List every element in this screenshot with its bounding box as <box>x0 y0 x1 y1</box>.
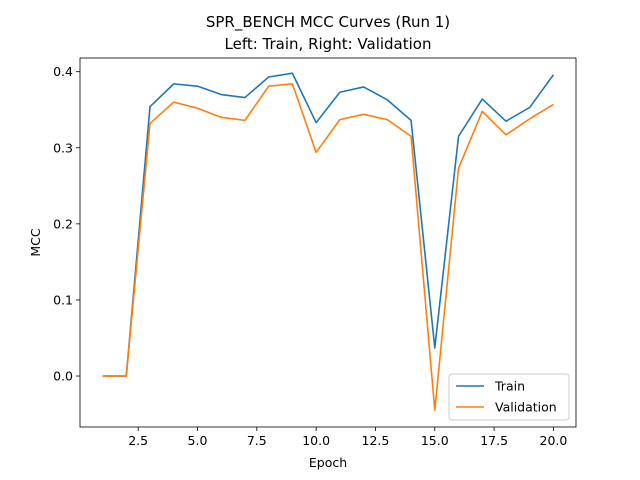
y-tick-label: 0.4 <box>53 64 73 79</box>
plot-frame <box>79 57 577 428</box>
y-tick-label: 0.2 <box>53 216 73 231</box>
x-tick-label: 12.5 <box>362 433 390 448</box>
series-lines <box>102 72 555 412</box>
legend: Train Validation <box>448 373 570 421</box>
x-tick-label: 20.0 <box>540 433 568 448</box>
x-axis-label: Epoch <box>309 455 347 470</box>
series-line-train <box>102 72 555 377</box>
legend-validation-label: Validation <box>495 400 557 415</box>
y-tick-label: 0.0 <box>53 369 73 384</box>
y-tick-label: 0.1 <box>53 292 73 307</box>
x-tick-label: 10.0 <box>302 433 330 448</box>
x-tick-label: 17.5 <box>480 433 508 448</box>
chart-subtitle: Left: Train, Right: Validation <box>225 35 432 53</box>
x-tick-label: 7.5 <box>247 433 267 448</box>
y-tick-label: 0.3 <box>53 140 73 155</box>
x-tick-label: 2.5 <box>128 433 148 448</box>
chart-title: SPR_BENCH MCC Curves (Run 1) <box>206 13 450 32</box>
legend-train-label: Train <box>494 379 525 394</box>
y-axis-ticks: 0.0 0.1 0.2 0.3 0.4 <box>53 64 80 384</box>
x-tick-label: 5.0 <box>188 433 208 448</box>
x-tick-label: 15.0 <box>421 433 449 448</box>
x-axis-ticks: 2.5 5.0 7.5 10.0 12.5 15.0 17.5 20.0 <box>128 427 567 448</box>
y-axis-label: MCC <box>28 228 43 257</box>
series-line-validation <box>102 83 554 412</box>
